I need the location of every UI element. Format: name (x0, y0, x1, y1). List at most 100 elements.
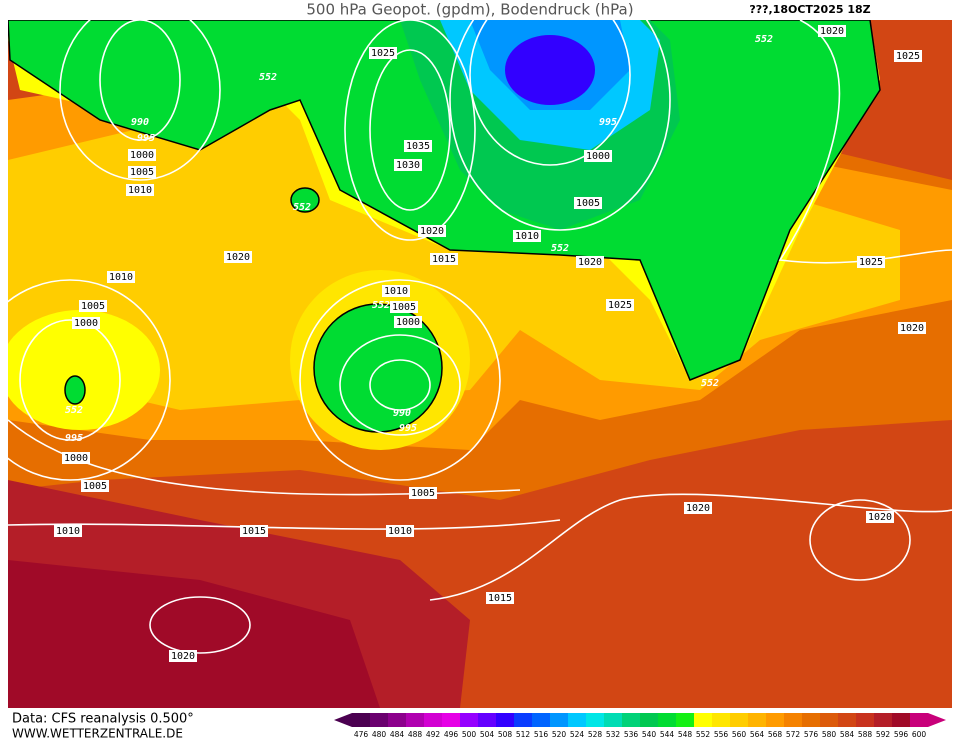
isobar-label: 1035 (406, 141, 430, 152)
isobar-label: 1000 (64, 453, 88, 464)
isobar-label: 1010 (515, 231, 539, 242)
isobar-label: 1010 (388, 526, 412, 537)
isobar-label: 1010 (384, 286, 408, 297)
legend-swatch (424, 713, 442, 727)
legend-label: 476 (354, 730, 369, 739)
legend-arrow-left (334, 713, 352, 727)
legend-swatch (838, 713, 856, 727)
legend-swatch (568, 713, 586, 727)
isobar-label: 1000 (130, 150, 154, 161)
map-title: 500 hPa Geopot. (gpdm), Bodendruck (hPa) (306, 1, 633, 19)
legend-label: 480 (372, 730, 387, 739)
isobar-label-bg (390, 301, 418, 313)
legend-label: 564 (750, 730, 765, 739)
legend-label: 552 (696, 730, 711, 739)
isobar-label: 1010 (56, 526, 80, 537)
legend-swatch (730, 713, 748, 727)
legend-label: 516 (534, 730, 549, 739)
isobar-label: 1000 (396, 317, 420, 328)
map-field (8, 20, 952, 708)
legend-label: 496 (444, 730, 459, 739)
legend-swatch (550, 713, 568, 727)
isobar-label: 1025 (896, 51, 920, 62)
data-source: Data: CFS reanalysis 0.500° (12, 712, 194, 727)
isobar-label: 1000 (74, 318, 98, 329)
legend-swatch (604, 713, 622, 727)
legend-label: 544 (660, 730, 675, 739)
isobar-label-bg (606, 299, 634, 311)
isobar-label-bg (79, 300, 107, 312)
isobar-label-bg (128, 149, 156, 161)
isobar-label: 1005 (392, 302, 416, 313)
isobar-label-bg (54, 525, 82, 537)
legend-swatch (676, 713, 694, 727)
isobar-label: 1025 (859, 257, 883, 268)
isobar-label: 1010 (128, 185, 152, 196)
legend-label: 568 (768, 730, 783, 739)
isobar-label-bg (62, 452, 90, 464)
isobar-label-bg (394, 159, 422, 171)
legend-swatch (622, 713, 640, 727)
isobar-label: 1020 (578, 257, 602, 268)
isobar-label-bg (486, 592, 514, 604)
isobar-label-bg (576, 256, 604, 268)
isobar-label-bg (240, 525, 268, 537)
legend-swatch (532, 713, 550, 727)
legend-label: 508 (498, 730, 513, 739)
legend-label: 528 (588, 730, 603, 739)
legend-swatch (388, 713, 406, 727)
isobar-label-bg (394, 316, 422, 328)
isobar-label: 552 (65, 405, 83, 416)
legend-swatch (496, 713, 514, 727)
isobar-label: 1005 (130, 167, 154, 178)
legend-swatch (766, 713, 784, 727)
isobar-label-bg (418, 225, 446, 237)
legend-label: 592 (876, 730, 891, 739)
legend-swatch (406, 713, 424, 727)
legend-label: 520 (552, 730, 567, 739)
isobar-label: 1005 (411, 488, 435, 499)
isobar-label: 1025 (371, 48, 395, 59)
legend-label: 596 (894, 730, 909, 739)
isobar-label-bg (574, 197, 602, 209)
isobar-label-bg (224, 251, 252, 263)
isobar-label: 1010 (109, 272, 133, 283)
isobar-label: 1025 (608, 300, 632, 311)
legend-label: 600 (912, 730, 927, 739)
isobar-label-bg (72, 317, 100, 329)
legend-label: 588 (858, 730, 873, 739)
legend-label: 584 (840, 730, 855, 739)
isobar-label: 1020 (420, 226, 444, 237)
legend-swatch (514, 713, 532, 727)
legend-swatch (460, 713, 478, 727)
isobar-label: 1020 (226, 252, 250, 263)
legend-label: 532 (606, 730, 621, 739)
isobar-label: 995 (65, 433, 83, 444)
isobar-label: 1020 (686, 503, 710, 514)
timestamp: ???,18OCT2025 18Z (749, 3, 870, 16)
legend-swatch (712, 713, 730, 727)
isobar-label: 552 (551, 243, 569, 254)
legend-label: 488 (408, 730, 423, 739)
isobar-label: 1015 (242, 526, 266, 537)
legend-label: 492 (426, 730, 441, 739)
legend-swatch (442, 713, 460, 727)
isobar-label: 1020 (900, 323, 924, 334)
legend-swatch (910, 713, 928, 727)
isobar-label-bg (169, 650, 197, 662)
isobar-label: 1015 (432, 254, 456, 265)
legend-label: 576 (804, 730, 819, 739)
isobar-label-bg (857, 256, 885, 268)
legend-label: 504 (480, 730, 495, 739)
isobar-label-bg (107, 271, 135, 283)
isobar-label: 995 (399, 423, 417, 434)
isobar-label: 552 (755, 34, 773, 45)
isobar-label: 1005 (83, 481, 107, 492)
legend-label: 512 (516, 730, 531, 739)
isobar-label-bg (126, 184, 154, 196)
isobar-label-bg (513, 230, 541, 242)
isobar-label-bg (894, 50, 922, 62)
isobar-label: 1000 (586, 151, 610, 162)
legend-swatch (658, 713, 676, 727)
